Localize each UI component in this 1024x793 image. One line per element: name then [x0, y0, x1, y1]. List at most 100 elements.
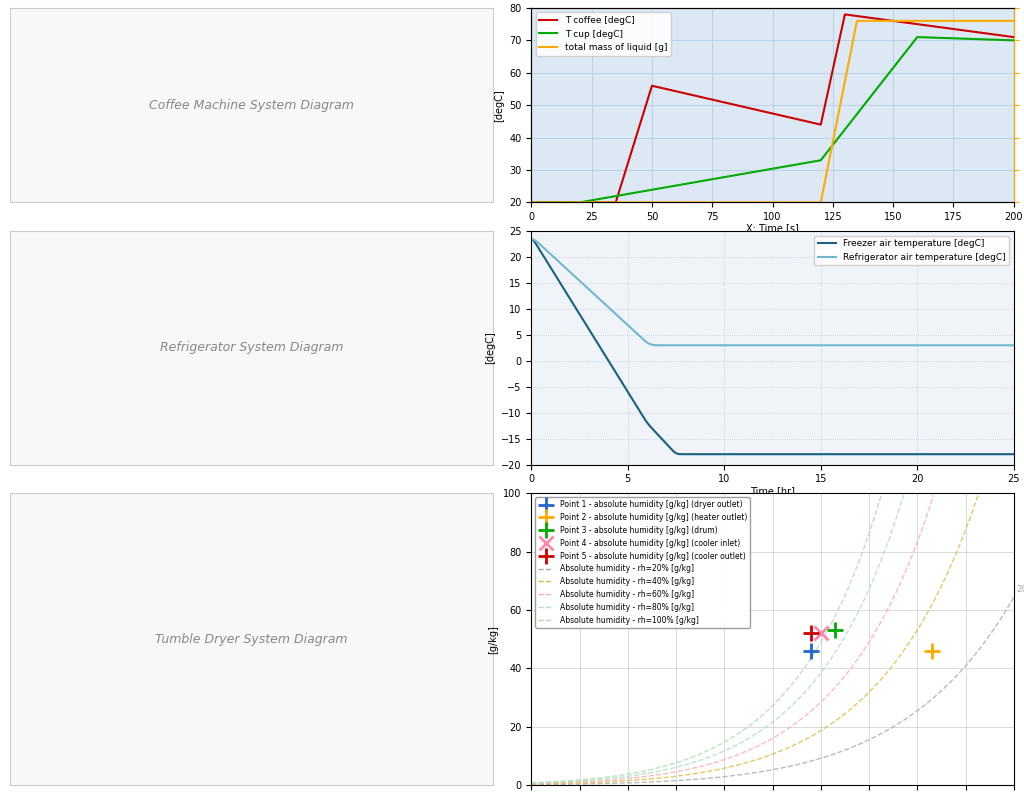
Absolute humidity - rh=80% [g/kg]	[744, 733, 757, 742]
Absolute humidity - rh=80% [g/kg]	[525, 779, 538, 788]
Y-axis label: [degC]: [degC]	[494, 89, 504, 121]
Absolute humidity - rh=80% [g/kg]	[673, 762, 685, 772]
Absolute humidity - rh=20% [g/kg]	[757, 767, 769, 776]
Freezer air temperature [degC]	[680, 450, 692, 459]
Absolute humidity - rh=20% [g/kg]	[921, 699, 933, 708]
Absolute humidity - rh=100% [g/kg]	[673, 757, 685, 767]
total mass of liquid [g]	[746, 197, 759, 207]
Absolute humidity - rh=80% [g/kg]	[834, 641, 846, 650]
Absolute humidity - rh=100% [g/kg]	[544, 777, 556, 787]
Absolute humidity - rh=40% [g/kg]	[912, 623, 925, 632]
Freezer air temperature [degC]	[902, 450, 914, 459]
Absolute humidity - rh=60% [g/kg]	[565, 778, 578, 787]
Absolute humidity - rh=60% [g/kg]	[525, 779, 538, 788]
Absolute humidity - rh=100% [g/kg]	[792, 673, 804, 683]
Text: Tumble Dryer System Diagram: Tumble Dryer System Diagram	[156, 633, 348, 646]
T coffee [degC]	[746, 104, 759, 113]
T coffee [degC]	[760, 107, 772, 117]
Absolute humidity - rh=100% [g/kg]	[610, 771, 623, 780]
X-axis label: X: Time [s]: X: Time [s]	[746, 224, 799, 233]
Absolute humidity - rh=20% [g/kg]	[812, 754, 824, 764]
T cup [degC]	[550, 197, 562, 207]
Absolute humidity - rh=60% [g/kg]	[884, 600, 896, 610]
Refrigerator air temperature [degC]	[910, 340, 923, 350]
T coffee [degC]	[525, 197, 538, 207]
T cup [degC]	[525, 197, 538, 207]
Absolute humidity - rh=40% [g/kg]	[627, 776, 639, 785]
Refrigerator air temperature [degC]	[574, 277, 587, 286]
Absolute humidity - rh=20% [g/kg]	[755, 767, 767, 776]
Line: T coffee [degC]: T coffee [degC]	[531, 14, 1014, 202]
T coffee [degC]	[993, 30, 1006, 40]
Absolute humidity - rh=20% [g/kg]	[996, 611, 1009, 621]
Absolute humidity - rh=20% [g/kg]	[786, 761, 799, 771]
total mass of liquid [g]	[525, 197, 538, 207]
total mass of liquid [g]	[550, 197, 562, 207]
Freezer air temperature [degC]	[1008, 450, 1020, 459]
Absolute humidity - rh=100% [g/kg]	[876, 490, 888, 500]
Absolute humidity - rh=40% [g/kg]	[525, 780, 538, 789]
Y-axis label: [g/kg]: [g/kg]	[487, 625, 498, 653]
Legend: Freezer air temperature [degC], Refrigerator air temperature [degC]: Freezer air temperature [degC], Refriger…	[814, 236, 1010, 266]
Refrigerator air temperature [degC]	[1008, 340, 1020, 350]
Line: Absolute humidity - rh=20% [g/kg]: Absolute humidity - rh=20% [g/kg]	[531, 597, 1014, 784]
T cup [degC]	[746, 167, 759, 177]
T cup [degC]	[905, 40, 918, 50]
Absolute humidity - rh=100% [g/kg]	[559, 776, 571, 786]
Freezer air temperature [degC]	[525, 235, 538, 244]
T cup [degC]	[1008, 36, 1020, 45]
Freezer air temperature [degC]	[721, 450, 733, 459]
Text: 20%: 20%	[1016, 585, 1024, 594]
Absolute humidity - rh=100% [g/kg]	[525, 778, 538, 787]
T cup [degC]	[993, 35, 1006, 44]
Line: total mass of liquid [g]: total mass of liquid [g]	[531, 21, 1014, 202]
total mass of liquid [g]	[994, 16, 1007, 25]
T coffee [degC]	[905, 18, 918, 28]
Refrigerator air temperature [degC]	[525, 234, 538, 243]
T cup [degC]	[994, 35, 1007, 44]
Freezer air temperature [degC]	[574, 311, 587, 320]
Absolute humidity - rh=100% [g/kg]	[603, 772, 615, 782]
Absolute humidity - rh=80% [g/kg]	[897, 490, 909, 500]
Absolute humidity - rh=40% [g/kg]	[904, 636, 916, 646]
T coffee [degC]	[839, 10, 851, 19]
Absolute humidity - rh=80% [g/kg]	[725, 743, 737, 753]
Absolute humidity - rh=40% [g/kg]	[972, 491, 984, 500]
Absolute humidity - rh=60% [g/kg]	[546, 779, 558, 788]
Text: Coffee Machine System Diagram: Coffee Machine System Diagram	[150, 98, 354, 112]
Line: Freezer air temperature [degC]: Freezer air temperature [degC]	[531, 239, 1014, 454]
Absolute humidity - rh=20% [g/kg]	[525, 780, 538, 789]
Freezer air temperature [degC]	[910, 450, 923, 459]
Line: T cup [degC]: T cup [degC]	[531, 37, 1014, 202]
Absolute humidity - rh=40% [g/kg]	[566, 779, 579, 788]
Absolute humidity - rh=60% [g/kg]	[928, 491, 940, 500]
Absolute humidity - rh=40% [g/kg]	[800, 734, 812, 744]
Absolute humidity - rh=60% [g/kg]	[895, 578, 907, 588]
Absolute humidity - rh=80% [g/kg]	[866, 577, 879, 586]
T coffee [degC]	[994, 30, 1007, 40]
Line: Refrigerator air temperature [degC]: Refrigerator air temperature [degC]	[531, 239, 1014, 345]
X-axis label: Time [hr]: Time [hr]	[750, 485, 795, 496]
total mass of liquid [g]	[760, 197, 772, 207]
Absolute humidity - rh=60% [g/kg]	[923, 505, 935, 515]
Absolute humidity - rh=60% [g/kg]	[821, 691, 834, 701]
Absolute humidity - rh=20% [g/kg]	[1008, 592, 1020, 602]
Refrigerator air temperature [degC]	[902, 340, 914, 350]
T cup [degC]	[911, 33, 924, 42]
Refrigerator air temperature [degC]	[738, 340, 751, 350]
Refrigerator air temperature [degC]	[857, 340, 869, 350]
Freezer air temperature [degC]	[857, 450, 869, 459]
Line: Absolute humidity - rh=40% [g/kg]: Absolute humidity - rh=40% [g/kg]	[531, 496, 978, 784]
Absolute humidity - rh=80% [g/kg]	[792, 695, 804, 705]
Text: Refrigerator System Diagram: Refrigerator System Diagram	[160, 341, 343, 354]
Absolute humidity - rh=40% [g/kg]	[759, 752, 771, 761]
total mass of liquid [g]	[993, 16, 1006, 25]
Line: Absolute humidity - rh=60% [g/kg]: Absolute humidity - rh=60% [g/kg]	[531, 496, 934, 783]
T cup [degC]	[760, 165, 772, 174]
Freezer air temperature [degC]	[738, 450, 751, 459]
total mass of liquid [g]	[1008, 16, 1020, 25]
Legend: Point 1 - absolute humidity [g/kg] (dryer outlet), Point 2 - absolute humidity [: Point 1 - absolute humidity [g/kg] (drye…	[536, 497, 750, 627]
Legend: T coffee [degC], T cup [degC], total mass of liquid [g]: T coffee [degC], T cup [degC], total mas…	[536, 13, 671, 56]
Y-axis label: [degC]: [degC]	[485, 331, 496, 364]
Refrigerator air temperature [degC]	[658, 340, 671, 350]
